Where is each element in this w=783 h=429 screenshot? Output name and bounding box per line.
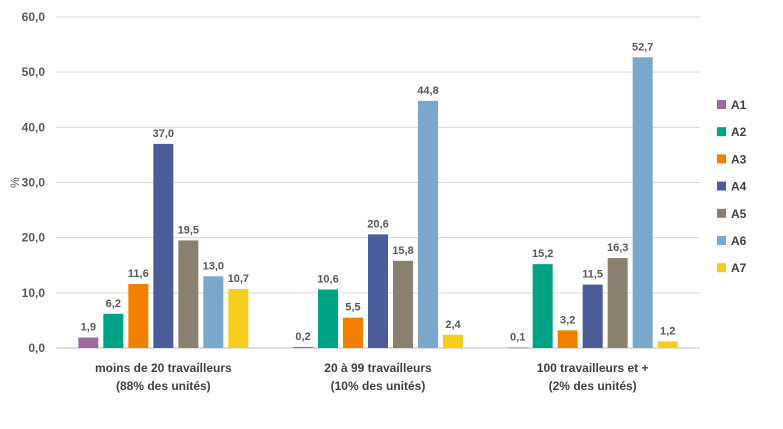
y-tick-label: 20,0 [22, 231, 46, 245]
y-axis-label: % [8, 177, 22, 188]
data-label: 16,3 [607, 242, 628, 254]
legend-swatch-a4 [717, 181, 726, 191]
category-label: 20 à 99 travailleurs [324, 361, 432, 375]
data-label: 11,5 [582, 269, 603, 281]
legend-swatch-a7 [717, 263, 726, 273]
bar-a4 [153, 143, 174, 348]
legend-label: A2 [731, 125, 747, 139]
bar-a6 [203, 276, 224, 348]
bar-a1 [507, 347, 528, 349]
bar-a5 [178, 240, 199, 348]
data-label: 20,6 [367, 218, 388, 230]
data-label: 6,2 [106, 298, 121, 310]
legend-swatch-a5 [717, 208, 726, 218]
bar-a3 [343, 317, 363, 348]
y-tick-label: 10,0 [22, 286, 46, 300]
legend-swatch-a3 [717, 154, 726, 164]
data-label: 52,7 [632, 41, 653, 53]
data-label: 13,0 [203, 260, 224, 272]
category-label: (2% des unités) [549, 379, 637, 393]
data-label: 0,1 [510, 331, 525, 343]
y-tick-label: 50,0 [22, 65, 46, 79]
legend: A1 A2 A3 A4 A5 A6 A7 [717, 98, 747, 275]
legend-label: A1 [731, 98, 747, 112]
data-label: 10,6 [317, 274, 338, 286]
legend-label: A3 [731, 152, 747, 166]
category-label: (10% des unités) [331, 379, 426, 393]
category-label: (88% des unités) [116, 379, 211, 393]
bar-a7 [657, 341, 678, 348]
data-label: 1,2 [660, 325, 675, 337]
bar-a6 [632, 57, 653, 348]
data-label: 3,2 [560, 314, 575, 326]
data-label: 1,9 [81, 322, 96, 334]
data-label: 44,8 [417, 85, 438, 97]
legend-swatch-a2 [717, 127, 726, 137]
data-labels: 1,9 0,2 0,1 6,2 10,6 15,2 11,6 5,5 3,2 37,0 20,6 11… [81, 41, 676, 343]
bar-a4 [368, 234, 388, 348]
bar-a4 [582, 284, 603, 348]
data-label: 15,2 [532, 248, 553, 260]
bar-a1 [78, 337, 99, 348]
x-axis: moins de 20 travailleurs (88% des unités)… [95, 361, 649, 393]
legend-swatch-a6 [717, 236, 726, 245]
bar-a2 [318, 289, 338, 348]
data-label: 2,4 [445, 319, 461, 331]
legend-label: A4 [731, 180, 747, 194]
legend-label: A6 [731, 234, 747, 248]
bar-a2 [103, 313, 124, 348]
data-label: 15,8 [392, 245, 413, 257]
y-tick-label: 30,0 [22, 176, 46, 190]
category-label: 100 travailleurs et + [537, 361, 649, 375]
y-tick-label: 40,0 [22, 120, 46, 134]
bar-a3 [128, 284, 149, 348]
data-label: 0,2 [295, 331, 310, 343]
y-tick-label: 60,0 [22, 10, 46, 24]
data-label: 11,6 [128, 268, 149, 280]
category-label: moins de 20 travailleurs [95, 361, 232, 375]
bar-a5 [393, 260, 413, 348]
bar-a2 [532, 264, 553, 348]
bar-a7 [228, 288, 249, 348]
legend-swatch-a1 [717, 100, 726, 109]
data-label: 19,5 [178, 224, 199, 236]
data-label: 10,7 [228, 273, 249, 285]
y-tick-label: 0,0 [28, 341, 45, 355]
legend-label: A7 [731, 261, 747, 275]
bar-a1 [293, 346, 313, 348]
bar-a7 [443, 334, 463, 348]
data-label: 5,5 [345, 302, 360, 314]
bar-a3 [557, 330, 578, 348]
bar-a5 [607, 258, 628, 348]
data-label: 37,0 [153, 128, 174, 140]
legend-label: A5 [731, 207, 747, 221]
bars [78, 57, 678, 349]
y-axis-ticks: 0,0 10,0 20,0 30,0 40,0 50,0 60,0 [22, 10, 46, 355]
bar-a6 [418, 100, 438, 348]
